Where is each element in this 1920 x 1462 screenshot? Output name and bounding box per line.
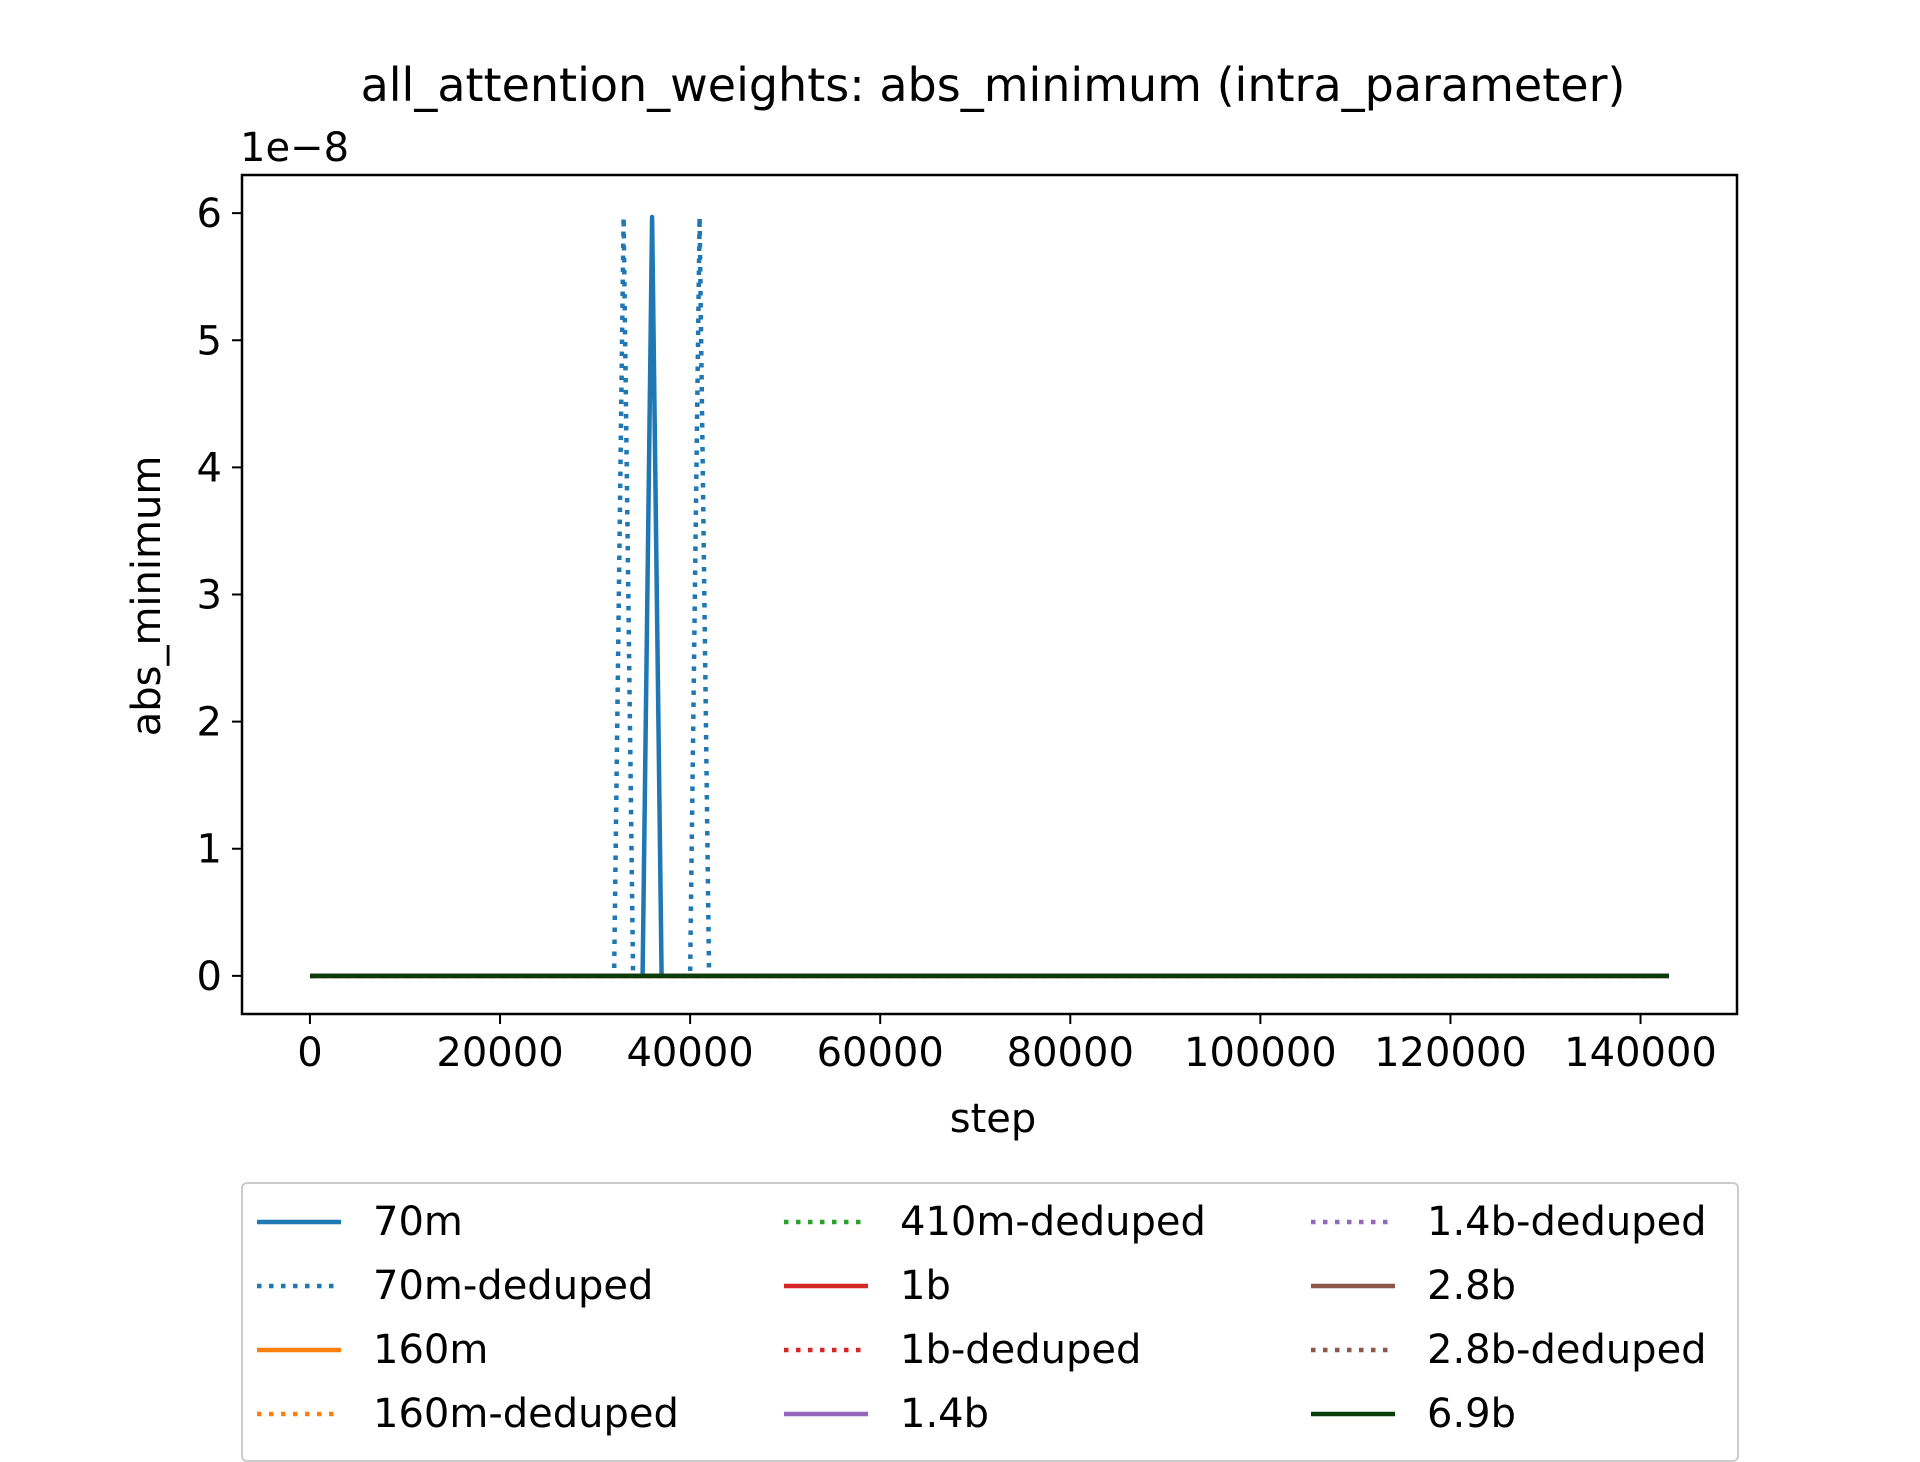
- legend-label: 160m-deduped: [373, 1391, 679, 1437]
- legend-swatch: [1311, 1283, 1395, 1289]
- legend-label: 160m: [373, 1327, 489, 1373]
- legend-swatch: [1311, 1411, 1395, 1417]
- legend: 70m 70m-deduped 160m 160m-deduped 410m-dedup…: [241, 1182, 1739, 1462]
- legend-swatch: [784, 1411, 868, 1417]
- legend-item: 1.4b-deduped: [1309, 1192, 1707, 1252]
- legend-swatch: [257, 1411, 341, 1417]
- legend-item: 1.4b: [782, 1384, 989, 1444]
- legend-item: 1b-deduped: [782, 1320, 1141, 1380]
- y-tick-label: 5: [197, 318, 222, 364]
- legend-swatch: [784, 1283, 868, 1289]
- axes-frame: [240, 173, 1739, 1016]
- legend-item: 160m-deduped: [255, 1384, 679, 1444]
- y-axis: 0 1 2 3 4 5 6: [197, 191, 242, 1000]
- legend-label: 1.4b: [900, 1391, 990, 1437]
- legend-label: 6.9b: [1427, 1391, 1517, 1437]
- legend-item: 6.9b: [1309, 1384, 1516, 1444]
- legend-swatch: [784, 1219, 868, 1225]
- y-tick-label: 0: [197, 954, 222, 1000]
- legend-label: 1.4b-deduped: [1427, 1199, 1707, 1245]
- legend-item: 2.8b-deduped: [1309, 1320, 1707, 1380]
- y-tick-label: 4: [197, 445, 222, 491]
- x-tick-label: 40000: [626, 1030, 753, 1076]
- legend-item: 2.8b: [1309, 1256, 1516, 1316]
- legend-label: 2.8b: [1427, 1263, 1517, 1309]
- x-axis: 0 20000 40000 60000 80000 100000 120000 140000: [297, 1014, 1717, 1076]
- x-tick-label: 140000: [1564, 1030, 1717, 1076]
- legend-swatch: [1311, 1347, 1395, 1353]
- y-tick-label: 3: [197, 573, 222, 619]
- x-tick-label: 20000: [436, 1030, 563, 1076]
- legend-item: 160m: [255, 1320, 488, 1380]
- y-tick-label: 6: [197, 191, 222, 237]
- legend-swatch: [257, 1283, 341, 1289]
- legend-swatch: [257, 1347, 341, 1353]
- legend-swatch: [257, 1219, 341, 1225]
- legend-swatch: [1311, 1219, 1395, 1225]
- series-line-70m: [310, 214, 1669, 979]
- legend-item: 70m-deduped: [255, 1256, 653, 1316]
- legend-label: 410m-deduped: [900, 1199, 1206, 1245]
- y-tick-label: 1: [197, 827, 222, 873]
- y-axis-label: abs_minimum: [124, 456, 170, 737]
- legend-label: 2.8b-deduped: [1427, 1327, 1707, 1373]
- x-tick-label: 100000: [1184, 1030, 1337, 1076]
- x-tick-label: 60000: [817, 1030, 944, 1076]
- x-tick-label: 120000: [1374, 1030, 1527, 1076]
- x-tick-label: 0: [297, 1030, 322, 1076]
- legend-label: 1b-deduped: [900, 1327, 1142, 1373]
- legend-item: 1b: [782, 1256, 951, 1316]
- x-axis-label: step: [950, 1096, 1037, 1142]
- legend-label: 1b: [900, 1263, 951, 1309]
- chart-title: all_attention_weights: abs_minimum (intr…: [361, 58, 1626, 112]
- legend-label: 70m-deduped: [373, 1263, 654, 1309]
- legend-label: 70m: [373, 1199, 463, 1245]
- series-line-70m-deduped: [310, 214, 1669, 979]
- plot-area: [310, 214, 1669, 979]
- legend-item: 410m-deduped: [782, 1192, 1206, 1252]
- legend-item: 70m: [255, 1192, 463, 1252]
- y-tick-label: 2: [197, 700, 222, 746]
- x-tick-label: 80000: [1007, 1030, 1134, 1076]
- y-axis-offset-text: 1e−8: [240, 125, 349, 171]
- legend-swatch: [784, 1347, 868, 1353]
